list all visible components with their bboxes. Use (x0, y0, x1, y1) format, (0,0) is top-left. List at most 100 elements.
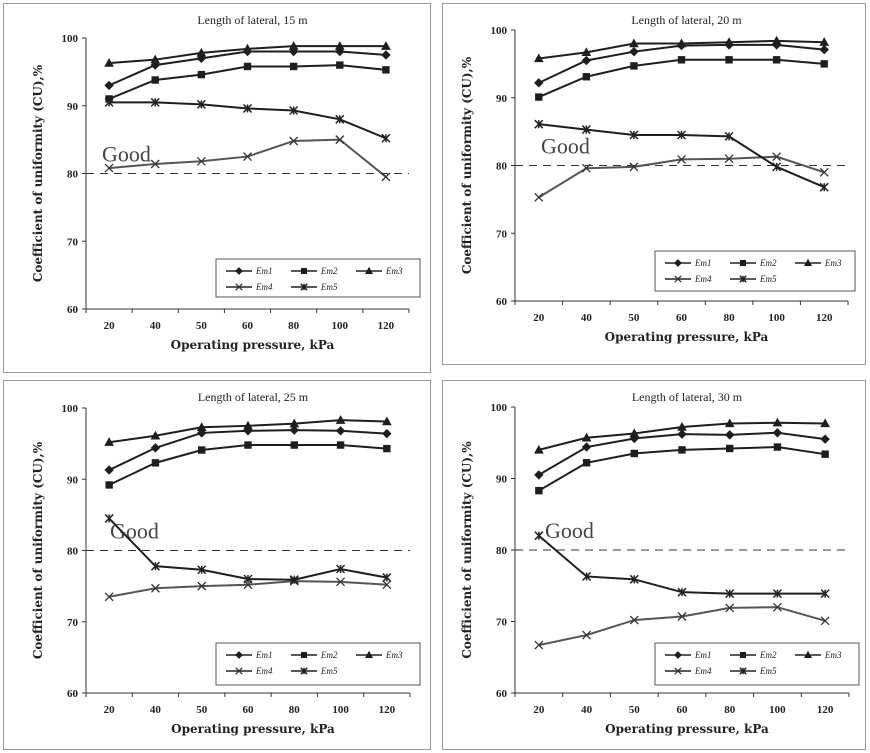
series-em3 (104, 415, 392, 446)
legend: Em1 Em2 Em3 Em4 Em5 (654, 642, 860, 686)
chart-svg: 60 70 80 90 100 20 40 50 60 80 100 120 Length of lat… (31, 13, 421, 352)
series-line (538, 43, 825, 84)
chart-panel-15m: 60 70 80 90 100 20 40 50 60 80 100 120 Length of lat… (3, 3, 431, 373)
x-axis-label: Operating pressure, kPa (605, 330, 769, 344)
marker-square (289, 62, 298, 71)
marker-square (582, 73, 591, 81)
marker-x (629, 615, 639, 625)
marker-triangle (629, 428, 640, 438)
y-tick-label: 60 (67, 304, 79, 316)
y-tick-label: 90 (496, 93, 508, 105)
series-em4 (104, 135, 391, 182)
marker-triangle (364, 266, 374, 275)
x-tick-label: 60 (242, 320, 254, 332)
x-tick-label: 40 (150, 704, 162, 716)
legend-box (215, 258, 421, 298)
x-tick-label: 40 (581, 312, 593, 324)
y-tick-label: 70 (496, 228, 508, 240)
marker-triangle (335, 415, 346, 424)
marker-x (819, 167, 829, 177)
x-tick-label: 60 (676, 312, 688, 324)
marker-x (677, 612, 687, 621)
series-em5 (534, 119, 829, 192)
y-axis-label: Coefficient of uniformity (CU),% (460, 56, 474, 274)
chart-svg: 60 70 80 90 100 20 40 50 60 80 100 120 Length of lat… (31, 390, 421, 736)
x-axis-label: Operating pressure, kPa (605, 722, 769, 736)
marker-diamond (581, 442, 592, 452)
chart-panel-30m: 60 70 80 90 100 20 40 50 60 80 100 120 Length of lat… (442, 380, 866, 750)
legend-label: Em4 (694, 666, 712, 676)
series-line (538, 534, 826, 595)
marker-x (582, 630, 592, 640)
series-line (538, 606, 826, 647)
marker-diamond (534, 78, 544, 88)
marker-diamond (381, 50, 391, 60)
x-tick-label: 50 (196, 320, 208, 332)
marker-square (198, 446, 206, 454)
legend-label: Em3 (385, 650, 403, 660)
marker-x (150, 159, 160, 169)
marker-triangle (364, 650, 374, 659)
marker-diamond (235, 651, 243, 659)
legend-label: Em2 (759, 258, 777, 268)
marker-diamond (629, 46, 639, 57)
marker-triangle (334, 41, 345, 50)
y-tick-label: 70 (67, 617, 79, 629)
x-tick-label: 80 (724, 312, 736, 324)
marker-x (581, 163, 591, 173)
marker-diamond (104, 465, 114, 475)
marker-x (104, 163, 114, 173)
x-tick-label: 80 (288, 320, 300, 332)
marker-triangle (196, 422, 207, 431)
marker-diamond (104, 80, 114, 91)
series-em5 (534, 531, 830, 599)
legend-label: Em4 (255, 666, 273, 676)
marker-square (151, 459, 160, 467)
marker-square (336, 441, 345, 449)
series-em3 (104, 41, 391, 67)
marker-x (772, 602, 782, 612)
marker-square (382, 66, 390, 74)
series-line (538, 58, 825, 98)
legend: Em1 Em2 Em3 Em4 Em5 (215, 642, 421, 686)
marker-diamond (235, 267, 243, 275)
marker-x (104, 592, 114, 602)
y-tick-label: 60 (496, 296, 508, 308)
x-tick-label: 60 (243, 704, 255, 716)
marker-square (739, 259, 747, 267)
marker-square (244, 441, 252, 449)
threshold-label: Good (110, 519, 159, 544)
marker-x (724, 154, 734, 164)
marker-triangle (288, 41, 299, 50)
series-em5 (104, 513, 392, 585)
legend-box (654, 250, 856, 292)
x-tick-label: 50 (628, 312, 640, 324)
marker-diamond (674, 259, 682, 267)
chart-title: Length of lateral, 25 m (198, 390, 309, 404)
series-em3 (533, 35, 830, 63)
series-em2 (535, 443, 829, 495)
marker-triangle (581, 432, 592, 442)
chart-svg: 60 70 80 90 100 20 40 50 60 80 100 120 Length of lat… (460, 390, 860, 736)
marker-triangle (724, 37, 734, 46)
series-line (108, 64, 387, 100)
marker-triangle (803, 258, 813, 267)
x-tick-label: 40 (150, 320, 162, 332)
marker-x (725, 603, 735, 613)
marker-x (629, 162, 639, 172)
marker-square (820, 60, 828, 68)
x-tick-label: 50 (629, 704, 641, 716)
marker-triangle (196, 47, 207, 57)
marker-triangle (724, 418, 735, 428)
marker-square (726, 444, 734, 453)
series-em2 (105, 441, 391, 489)
marker-x (235, 667, 243, 675)
y-tick-label: 80 (67, 546, 79, 558)
legend-label: Em5 (759, 274, 777, 284)
marker-triangle (381, 41, 391, 50)
marker-square (105, 481, 113, 489)
marker-square (290, 441, 298, 449)
marker-x (674, 667, 682, 675)
marker-x (335, 135, 345, 145)
y-tick-label: 80 (496, 161, 508, 173)
